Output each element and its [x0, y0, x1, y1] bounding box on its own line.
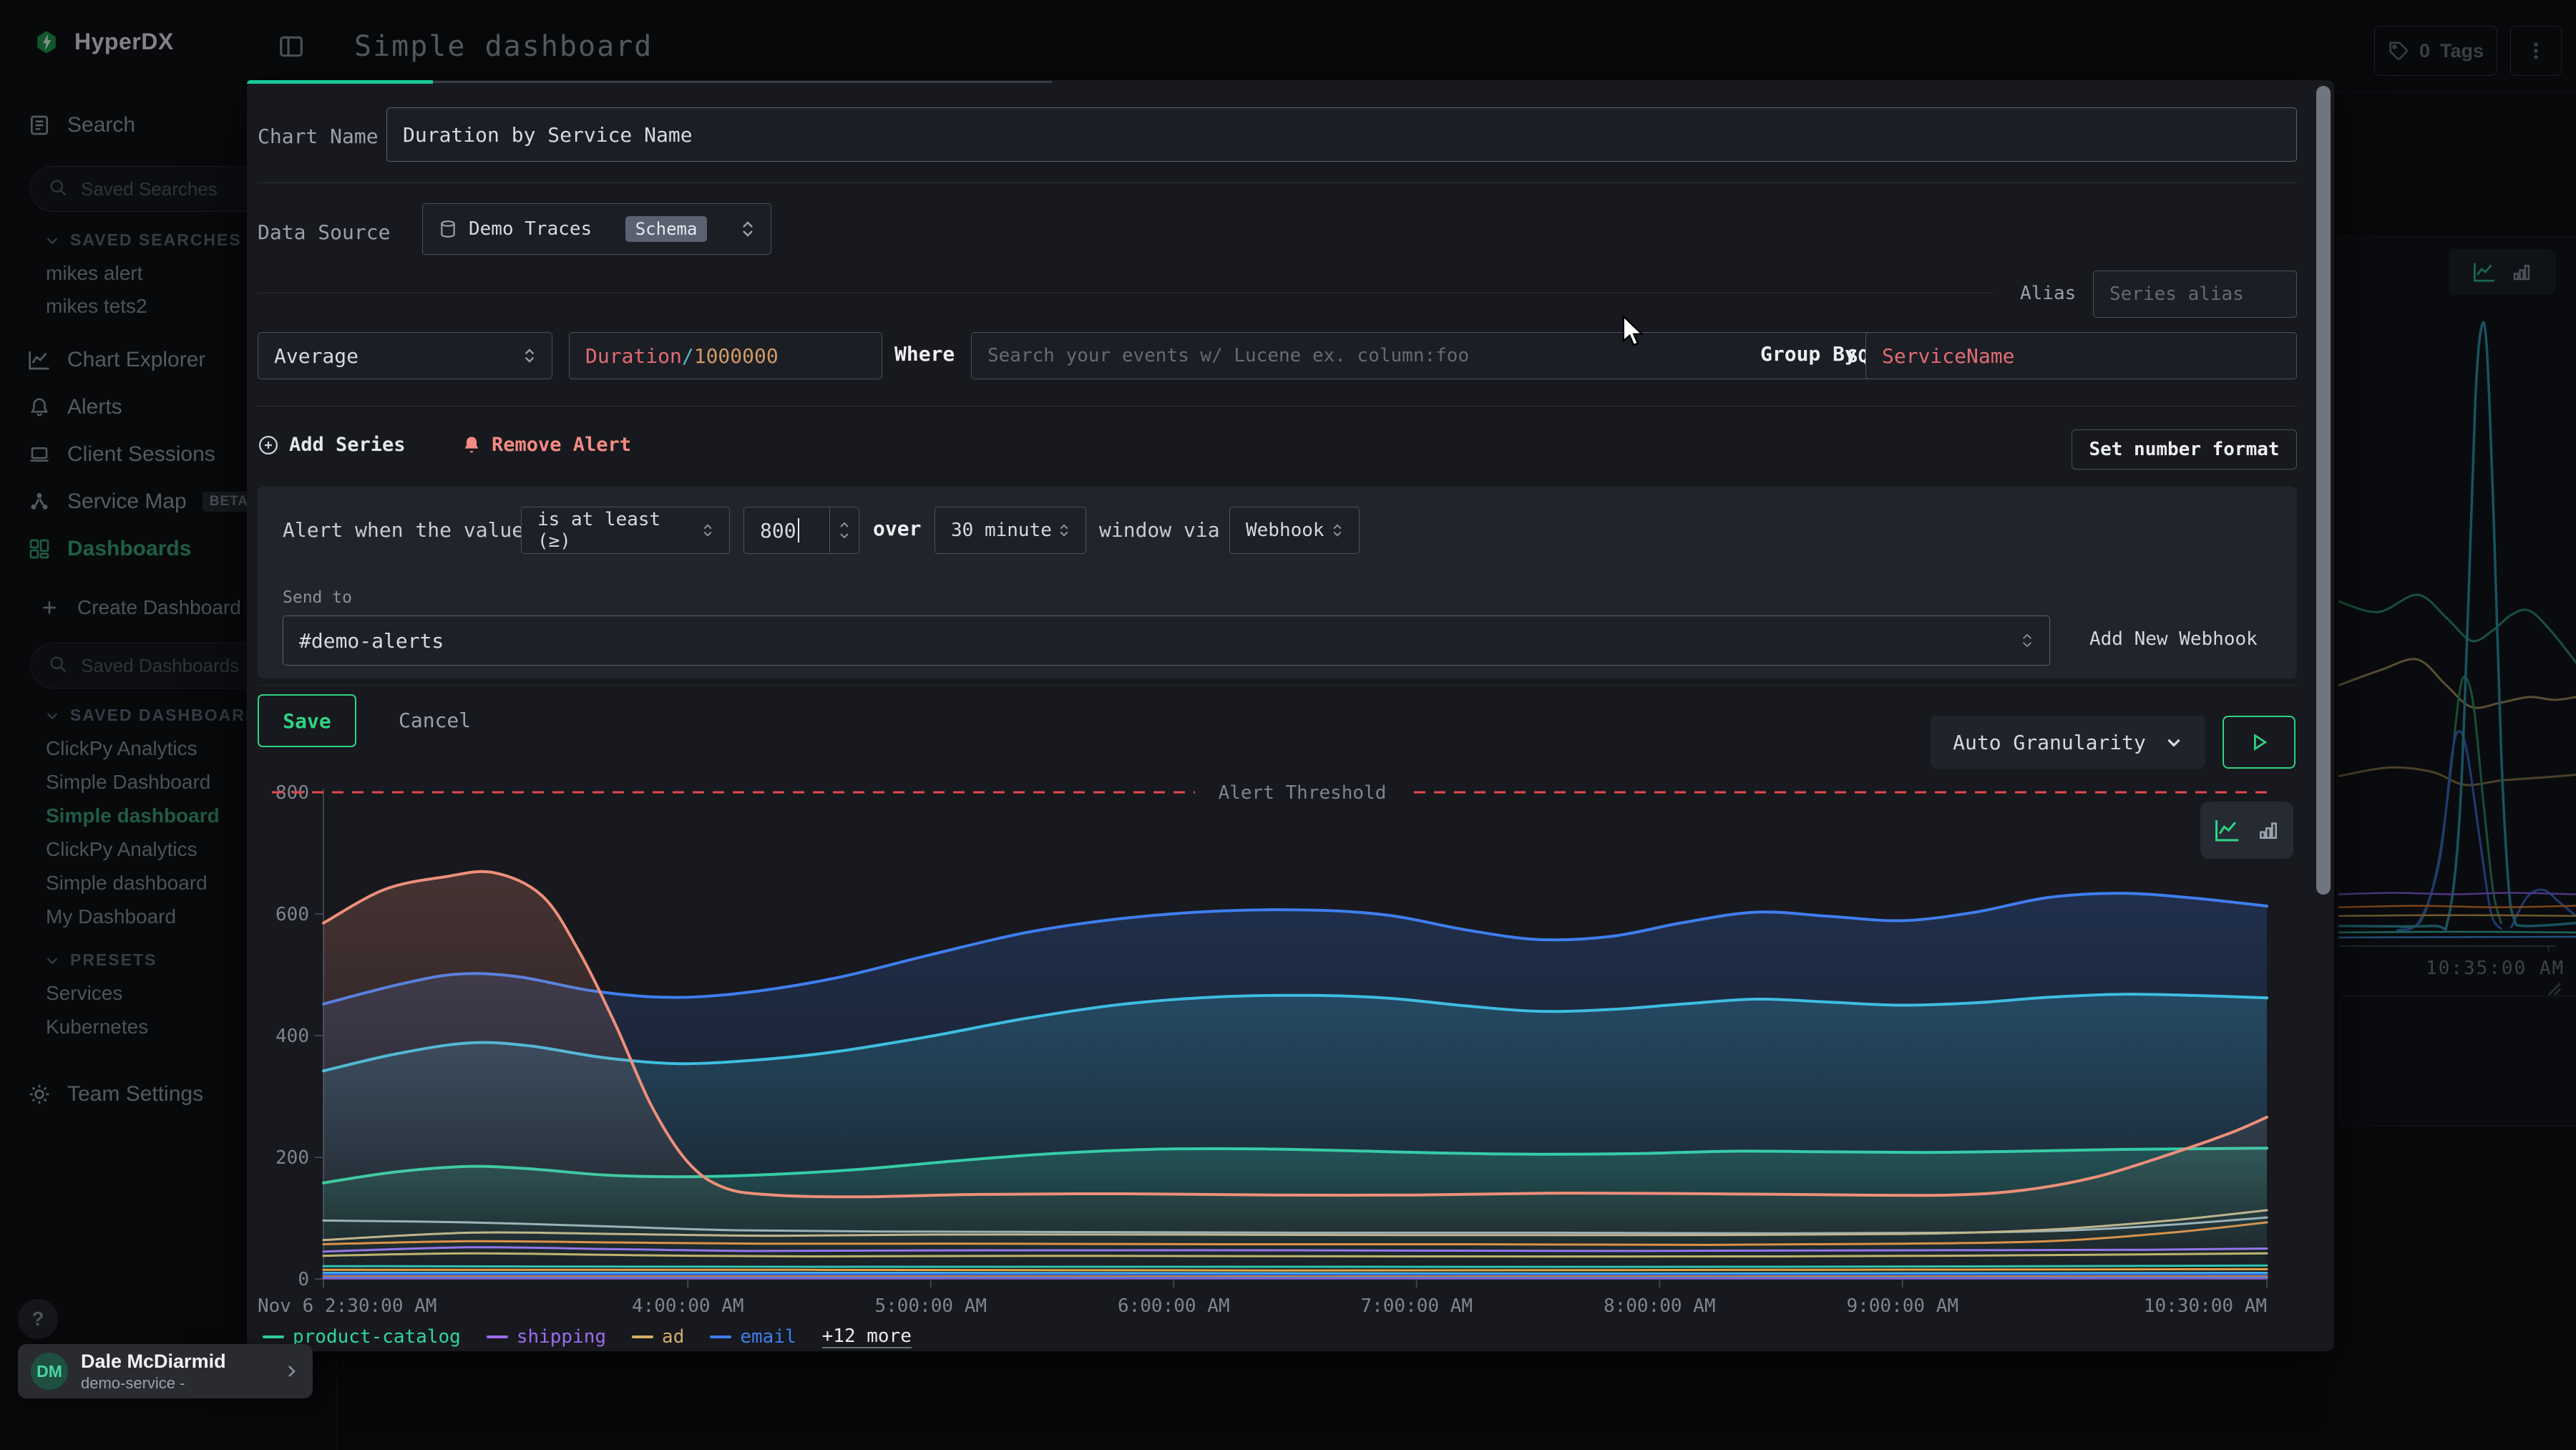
bar-chart-icon[interactable] [2257, 819, 2280, 842]
alias-label: Alias [2020, 283, 2076, 304]
svg-text:7:00:00 AM: 7:00:00 AM [1360, 1295, 1473, 1312]
plus-circle-icon [258, 434, 279, 456]
caret-sort-icon [702, 522, 713, 539]
add-series-button[interactable]: Add Series [258, 434, 406, 456]
user-card[interactable]: DM Dale McDiarmid demo-service - [18, 1344, 313, 1398]
run-chart-button[interactable] [2223, 716, 2296, 769]
aggregation-value: Average [274, 344, 358, 368]
legend-swatch [263, 1335, 284, 1338]
svg-text:9:00:00 AM: 9:00:00 AM [1846, 1295, 1958, 1312]
svg-text:Nov 6 2:30:00 AM: Nov 6 2:30:00 AM [258, 1295, 436, 1312]
over-label: over [873, 517, 921, 540]
add-new-webhook-link[interactable]: Add New Webhook [2089, 628, 2258, 650]
alias-placeholder: Series alias [2109, 283, 2244, 305]
caret-sort-icon [741, 219, 755, 239]
line-chart-icon[interactable] [2214, 818, 2241, 842]
stepper-down-icon[interactable] [839, 532, 849, 540]
caret-sort-icon [1332, 522, 1343, 539]
modal-progress-track [433, 81, 1052, 83]
legend-item[interactable]: ad [632, 1326, 684, 1348]
remove-alert-button[interactable]: Remove Alert [462, 434, 631, 456]
aggregation-select[interactable]: Average [258, 332, 552, 379]
divider [258, 406, 2297, 407]
modal-progress-bar [247, 80, 433, 84]
granularity-select[interactable]: Auto Granularity [1931, 716, 2205, 769]
stepper-up-icon[interactable] [839, 521, 849, 528]
avatar: DM [31, 1353, 68, 1390]
alert-channel-select[interactable]: Webhook [1229, 507, 1360, 554]
chevron-down-icon [2165, 733, 2183, 751]
send-to-label: Send to [283, 588, 352, 607]
chevron-right-icon [283, 1363, 300, 1380]
chart-name-field[interactable]: Duration by Service Name [386, 107, 2297, 162]
window-via-label: window via [1099, 518, 1220, 542]
webhook-value: #demo-alerts [299, 629, 444, 653]
svg-text:8:00:00 AM: 8:00:00 AM [1604, 1295, 1716, 1312]
svg-text:4:00:00 AM: 4:00:00 AM [632, 1295, 744, 1312]
svg-text:600: 600 [275, 904, 309, 925]
caret-sort-icon [523, 346, 536, 365]
alert-operator-select[interactable]: is at least (≥) [521, 507, 730, 554]
chart-name-value: Duration by Service Name [403, 123, 693, 147]
user-subtitle: demo-service - [81, 1374, 226, 1393]
app-screen: HyperDX Search SAVED SEARCHES mikes aler… [0, 0, 2576, 1450]
formula-field[interactable]: Duration/1000000 [569, 332, 882, 379]
svg-text:400: 400 [275, 1026, 309, 1047]
set-number-format-button[interactable]: Set number format [2072, 429, 2297, 469]
schema-badge: Schema [625, 216, 708, 242]
cancel-button[interactable]: Cancel [399, 709, 471, 732]
legend-item[interactable]: shipping [487, 1326, 606, 1348]
svg-text:200: 200 [275, 1147, 309, 1169]
svg-text:Alert Threshold: Alert Threshold [1219, 782, 1387, 804]
alias-field[interactable]: Series alias [2093, 271, 2297, 318]
divider [258, 685, 2297, 686]
data-source-select[interactable]: Demo Traces Schema [422, 203, 771, 255]
formula-constant: 1000000 [694, 344, 779, 368]
group-by-value: ServiceName [1882, 344, 2014, 368]
where-label: Where [894, 342, 955, 366]
alert-threshold-value: 800 [760, 519, 796, 542]
alert-window-select[interactable]: 30 minute [935, 507, 1086, 554]
legend-item[interactable]: email [710, 1326, 796, 1348]
play-icon [2248, 731, 2270, 753]
data-source-label: Data Source [258, 220, 390, 244]
number-stepper[interactable] [829, 507, 859, 553]
caret-sort-icon [2021, 631, 2034, 650]
caret-sort-icon [1058, 522, 1070, 539]
webhook-select[interactable]: #demo-alerts [283, 615, 2050, 666]
alert-prefix-label: Alert when the value [283, 518, 524, 542]
text-cursor [798, 518, 800, 542]
formula-operator: / [682, 344, 694, 368]
chart-name-label: Chart Name [258, 125, 379, 148]
legend-swatch [710, 1335, 731, 1338]
svg-text:0: 0 [298, 1269, 309, 1290]
chart-legend: product-catalogshippingademail+12 more [263, 1325, 912, 1348]
database-icon [439, 219, 457, 239]
mouse-cursor [1621, 315, 1651, 348]
modal-scrollbar[interactable] [2316, 86, 2331, 895]
alert-config-panel: Alert when the value is at least (≥) 800… [258, 487, 2297, 678]
svg-text:5:00:00 AM: 5:00:00 AM [874, 1295, 987, 1312]
svg-text:6:00:00 AM: 6:00:00 AM [1118, 1295, 1230, 1312]
legend-swatch [632, 1335, 653, 1338]
svg-text:10:30:00 AM: 10:30:00 AM [2144, 1295, 2267, 1312]
user-name: Dale McDiarmid [81, 1351, 226, 1373]
where-placeholder: Search your events w/ Lucene ex. column:… [987, 345, 1469, 366]
duration-chart[interactable]: 0200400600800Nov 6 2:30:00 AM4:00:00 AM5… [258, 779, 2297, 1312]
alert-threshold-input[interactable]: 800 [743, 507, 859, 554]
legend-swatch [487, 1335, 508, 1338]
save-button[interactable]: Save [258, 694, 356, 747]
bell-icon [462, 434, 482, 456]
chart-type-toggle[interactable] [2200, 802, 2293, 859]
group-by-label: Group By [1760, 342, 1857, 366]
edit-chart-modal: Chart Name Duration by Service Name Data… [247, 80, 2334, 1351]
data-source-value: Demo Traces [469, 218, 592, 240]
formula-field-name: Duration [585, 344, 682, 368]
legend-more-button[interactable]: +12 more [822, 1325, 912, 1348]
group-by-field[interactable]: ServiceName [1865, 332, 2297, 379]
